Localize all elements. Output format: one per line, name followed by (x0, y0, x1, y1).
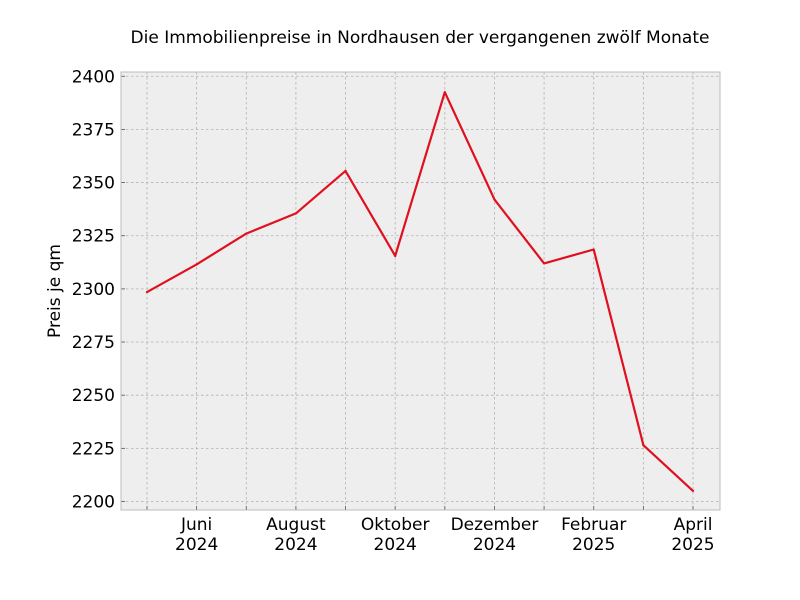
data-point (294, 212, 297, 215)
data-point (145, 291, 149, 294)
data-point (195, 263, 198, 266)
x-tick-label: Dezember 2024 (451, 515, 539, 555)
y-tick-label: 2400 (72, 67, 115, 87)
x-tick-labels: Juni 2024 August 2024 Oktober 2024 Dezember 202… (175, 515, 715, 555)
y-tick-label: 2300 (72, 280, 115, 300)
chart-title: Die Immobilienpreise in Nordhausen der v… (131, 28, 710, 48)
data-point (344, 169, 347, 172)
y-tick-label: 2250 (72, 386, 115, 406)
plot-frame (120, 71, 721, 511)
series-line (146, 91, 694, 492)
x-tick-label: April 2025 (671, 515, 714, 555)
y-tick-label: 2275 (72, 333, 115, 353)
y-tick-labels: 2200 2225 2250 2275 2300 2325 2350 2375 2400 (72, 67, 115, 512)
x-tick-label: Februar 2025 (561, 515, 626, 555)
plot-area (121, 72, 720, 510)
y-tick-label: 2200 (72, 492, 115, 512)
y-tick-label: 2325 (72, 227, 115, 247)
data-point (592, 248, 595, 251)
series (145, 91, 695, 492)
data-point (642, 444, 645, 447)
data-point (543, 262, 546, 265)
data-point (394, 254, 397, 257)
y-tick-label: 2350 (72, 174, 115, 194)
y-axis-label: Preis je qm (45, 244, 65, 338)
x-tick-label: Oktober 2024 (361, 515, 430, 555)
axis-ticks (121, 75, 694, 510)
data-point (691, 489, 695, 492)
data-point (245, 232, 248, 235)
data-point (443, 91, 446, 94)
x-tick-label: Juni 2024 (175, 515, 218, 555)
data-point (493, 198, 496, 201)
y-tick-label: 2225 (72, 439, 115, 459)
y-tick-label: 2375 (72, 120, 115, 140)
x-tick-label: August 2024 (266, 515, 326, 555)
grid (121, 72, 720, 510)
